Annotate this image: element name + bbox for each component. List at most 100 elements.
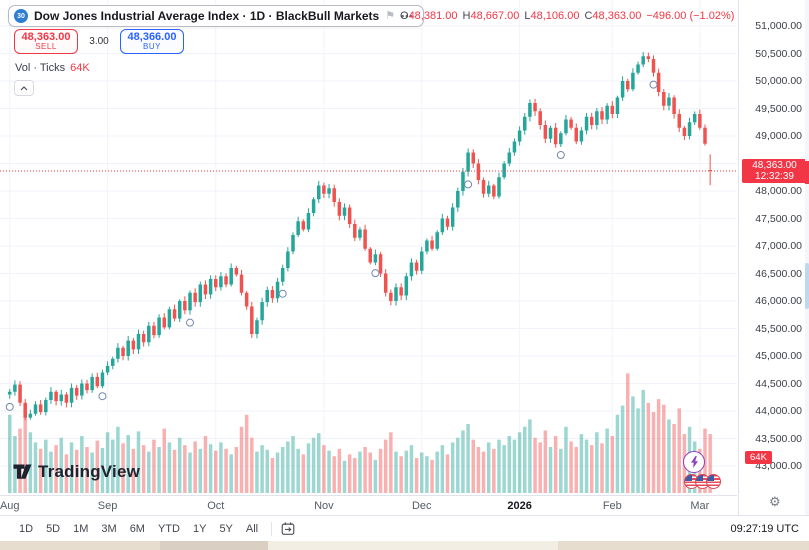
volume-ticks-legend: Vol · Ticks 64K [15,62,90,74]
candle-body [383,273,388,293]
volume-bar [291,435,295,493]
range-button-3m[interactable]: 3M [101,522,117,535]
candle-body [306,213,311,230]
session-clock[interactable]: 09:27:19 UTC [730,522,799,535]
price-axis-label: 43,500.00 [755,432,802,445]
bottom-toolbar: 1D 5D 1M 3M 6M YTD 1Y 5Y All 09:27:19 UTC [0,515,809,541]
candle-body [224,276,228,285]
volume-bar [641,389,645,493]
volume-bar [399,456,403,493]
event-marker[interactable] [98,392,107,401]
volume-bar [538,442,542,493]
volume-bar [368,452,372,493]
collapse-panel-button[interactable] [14,80,34,96]
candle-body [523,116,527,131]
range-button-all[interactable]: All [245,522,259,535]
event-marker[interactable] [5,402,14,411]
volume-bar [136,431,141,493]
event-marker[interactable] [649,80,658,89]
event-marker[interactable] [371,269,380,278]
range-button-ytd[interactable]: YTD [157,522,180,535]
candle-body [615,97,620,114]
price-axis[interactable]: 51,000.00 50,500.00 50,000.00 49,500.00 49,0… [738,0,809,515]
volume-bar [430,459,434,493]
range-button-1d[interactable]: 1D [19,522,34,535]
candlestick-chart[interactable] [0,0,737,495]
spread-value: 3.00 [89,36,109,47]
candle-body [301,221,306,230]
range-button-5d[interactable]: 5D [46,522,61,535]
volume-bar [383,439,388,493]
lightning-bubble[interactable] [683,451,705,473]
volume-bar [260,445,264,493]
us-flag-bubbles[interactable] [684,474,721,489]
volume-bar [183,445,187,493]
price-scale-settings-icon[interactable]: ⚙ [769,494,781,509]
volume-bar [512,439,517,493]
candle-body [569,119,573,128]
price-scrollbar-current-mark [805,161,809,184]
volume-bar [620,405,625,493]
us-flag-icon [706,474,721,489]
candle-body [177,301,182,319]
candle-body [219,276,223,288]
flag-symbol-icon[interactable]: ⚑ [385,9,396,22]
event-marker[interactable] [464,180,473,189]
range-button-5y[interactable]: 5Y [219,522,233,535]
tradingview-logo[interactable]: TradingView [12,461,140,482]
volume-bar [523,426,527,493]
range-button-1y[interactable]: 1Y [192,522,207,535]
candle-body [167,309,172,328]
time-axis[interactable]: Aug Sep Oct Nov Dec 2026 Feb Mar [0,495,737,515]
range-button-6m[interactable]: 6M [129,522,145,535]
candle-body [651,59,656,73]
candle-body [471,152,475,164]
symbol-pill[interactable]: 30 Dow Jones Industrial Average Index · … [8,5,424,27]
volume-bar [404,450,409,493]
candle-body [631,72,635,90]
more-options-icon[interactable]: ••• [401,11,414,21]
volume-bar [317,433,321,493]
volume-bar [662,404,666,493]
candle-body [456,191,460,208]
toolbar-divider [271,521,273,536]
go-to-date-icon[interactable] [280,521,296,537]
candle-body [193,292,197,303]
candle-body [353,224,357,238]
candle-body [687,122,692,136]
event-marker[interactable] [278,289,287,298]
candle-body [641,56,645,65]
range-button-1m[interactable]: 1M [73,522,89,535]
volume-bar [425,456,429,493]
volume-bar [152,439,156,493]
candle-body [198,284,203,303]
volume-bar [476,447,481,493]
tradingview-logo-icon [13,464,32,479]
volume-bar [626,373,630,493]
candle-body [85,383,89,391]
price-scrollbar-handle[interactable] [805,263,809,309]
buy-button[interactable]: 48,366.00 BUY [120,29,184,54]
candle-body [703,127,707,144]
candle-body [100,372,105,387]
symbol-title: Dow Jones Industrial Average Index · 1D … [34,9,380,23]
volume-bar [18,428,22,493]
volume-ticks-label: Vol · Ticks [15,62,66,74]
candle-body [255,320,259,334]
time-axis-label: Oct [207,500,225,512]
volume-bar [667,419,671,493]
volume-bar [646,402,651,493]
volume-bar [33,442,38,493]
candle-body [363,229,367,249]
event-marker[interactable] [186,318,194,327]
event-marker[interactable] [556,151,565,160]
symbol-logo-badge: 30 [14,9,28,23]
ohlc-readout: O48,381.00 H48,667.00 L48,106.00 C48,363.00… [400,10,739,22]
candle-body [265,290,269,303]
price-axis-label: 45,000.00 [755,350,802,362]
sell-button[interactable]: 48,363.00 SELL [14,29,78,54]
low-value: 48,106.00 [530,10,580,22]
volume-bar [651,412,656,493]
time-axis-label: Nov [314,500,334,512]
candle-body [579,130,584,142]
